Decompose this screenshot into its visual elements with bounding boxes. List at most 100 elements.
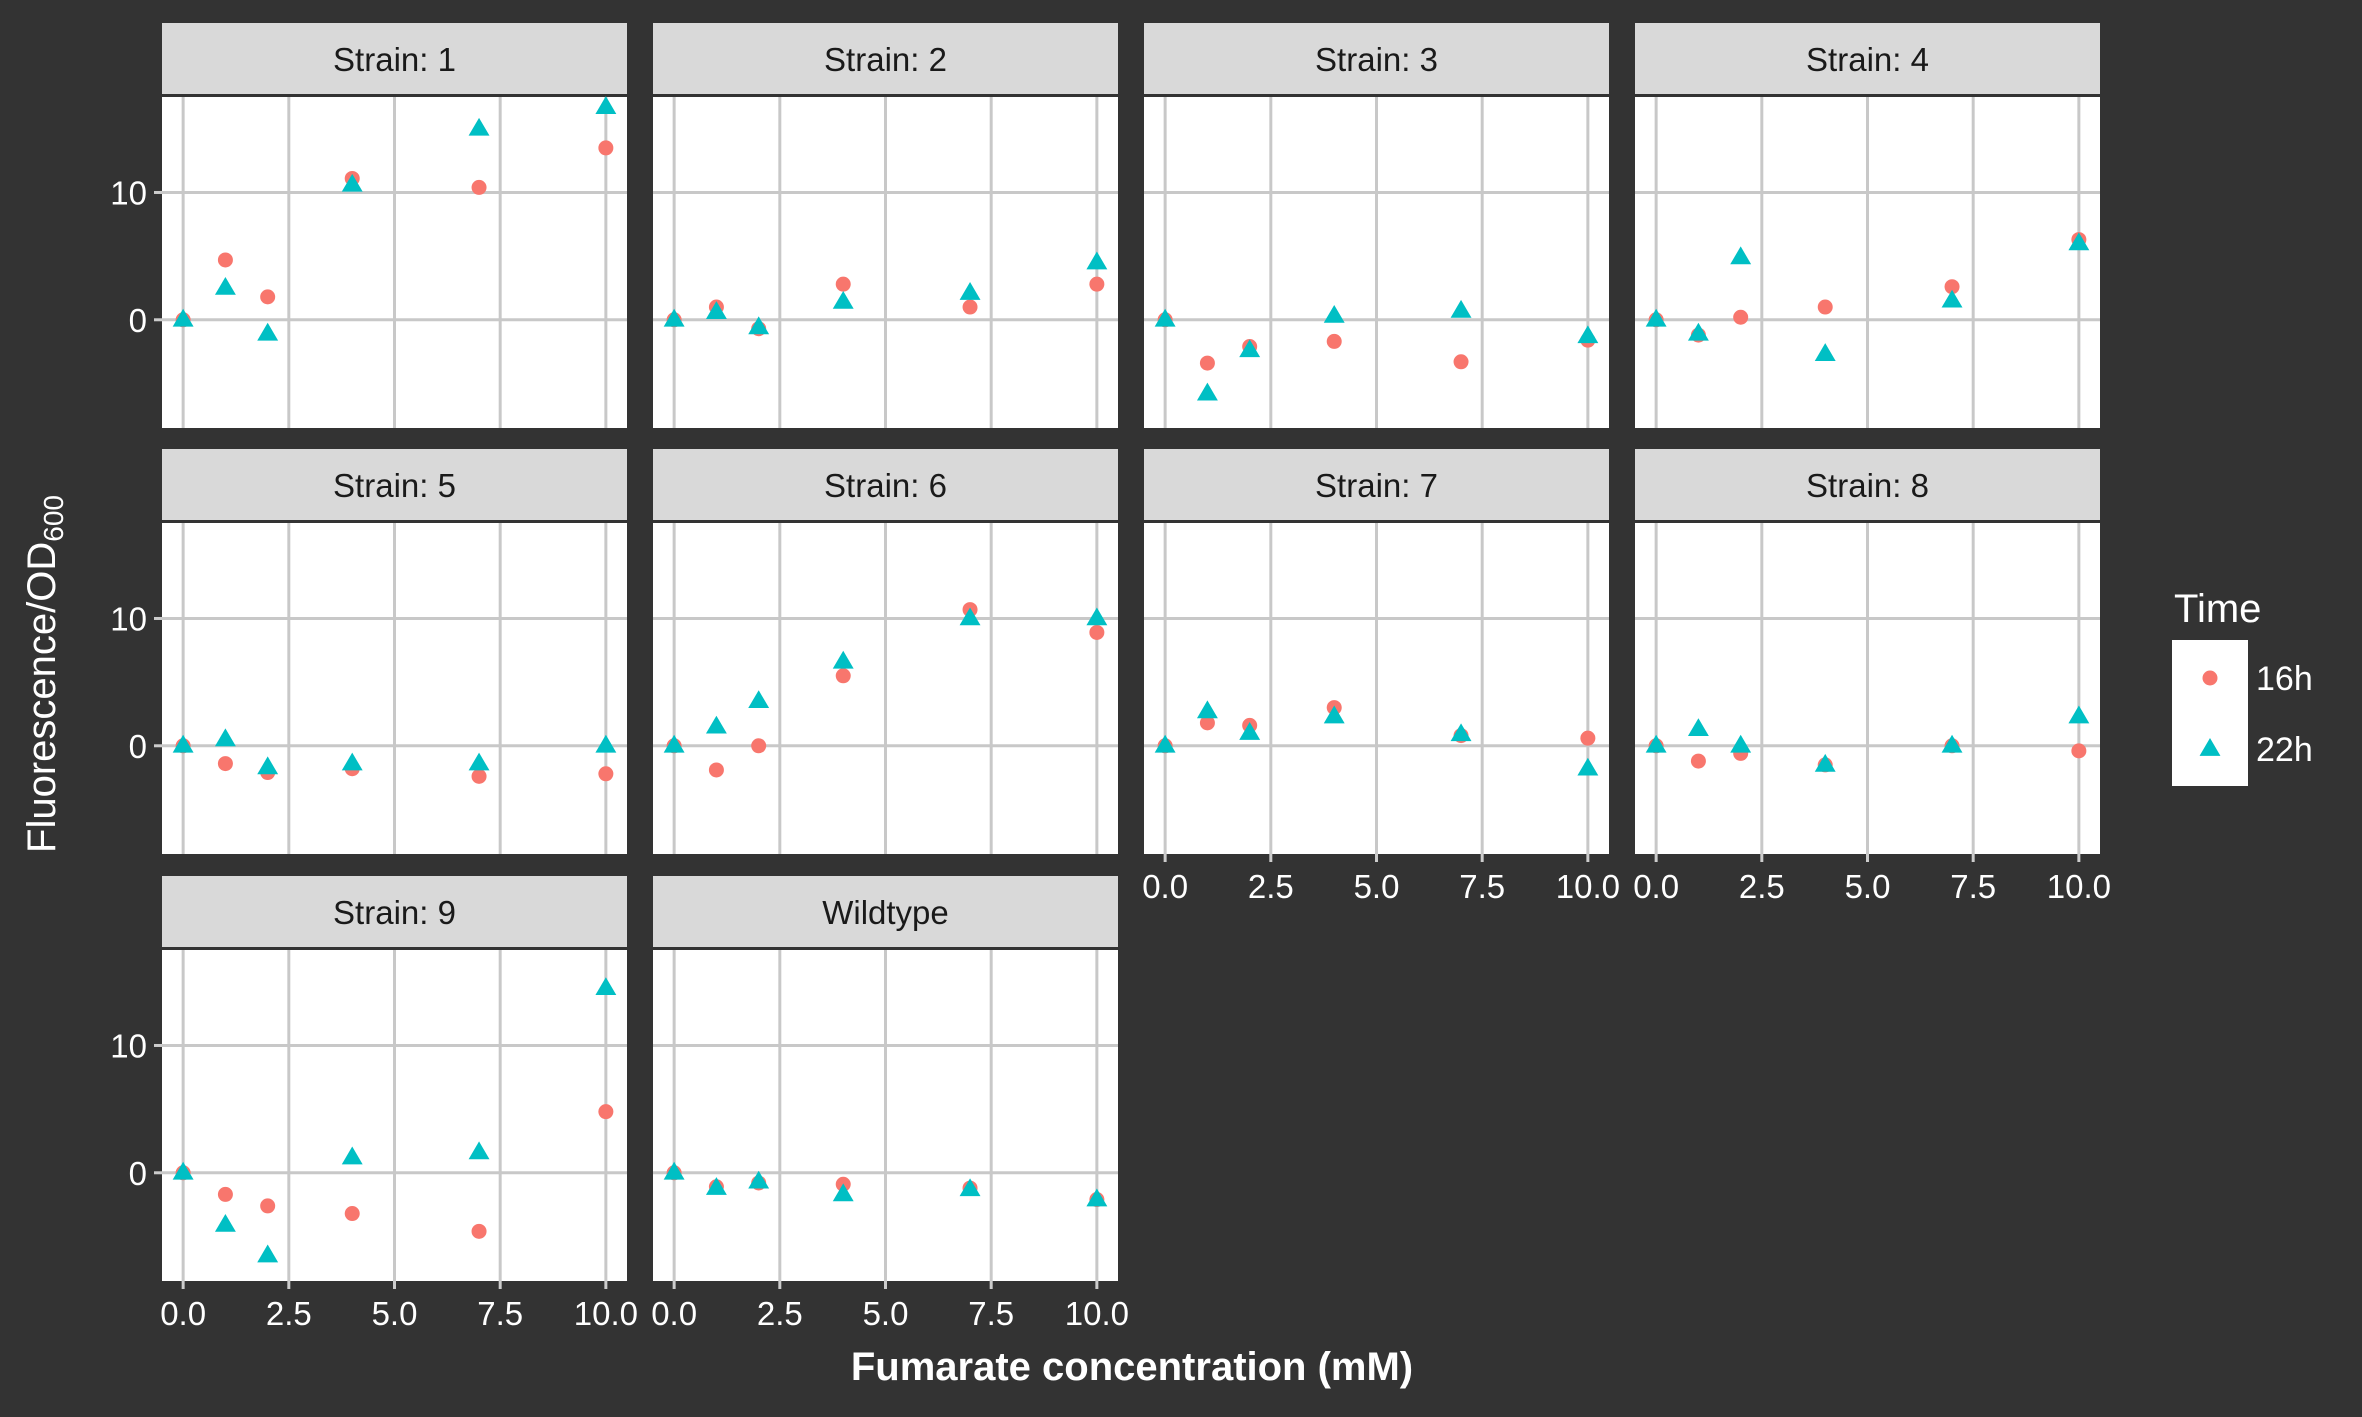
data-point-22h: [1687, 322, 1709, 341]
facet-panel: Strain: 7: [1144, 449, 1609, 854]
data-point-16h: [1580, 730, 1596, 746]
data-point-22h: [172, 308, 194, 327]
data-point-16h: [344, 1206, 360, 1222]
x-tick-label: 2.5: [1248, 868, 1294, 905]
y-tick-label: 10: [110, 174, 147, 211]
legend-label: 22h: [2256, 731, 2313, 769]
y-axes-layer: 0 10 0 10 0 10: [110, 174, 162, 1192]
data-point-22h: [1086, 251, 1108, 270]
y-tick-label: 0: [129, 728, 147, 765]
data-point-22h: [1154, 308, 1176, 327]
data-point-16h: [598, 1104, 614, 1120]
y-tick-label: 10: [110, 600, 147, 637]
data-point-22h: [1941, 734, 1963, 753]
x-tick-label: 10.0: [574, 1295, 638, 1332]
data-point-16h: [1944, 279, 1960, 295]
legend-label: 16h: [2256, 660, 2313, 698]
x-axis-title: Fumarate concentration (mM): [851, 1345, 1413, 1389]
data-point-22h: [832, 1183, 854, 1202]
legend-title: Time: [2174, 587, 2261, 631]
x-tick-label: 5.0: [1845, 868, 1891, 905]
x-tick-label: 7.5: [477, 1295, 523, 1332]
x-tick-label: 2.5: [757, 1295, 803, 1332]
data-point-22h: [832, 290, 854, 309]
data-point-22h: [959, 607, 981, 626]
facet-strip: [653, 23, 1118, 94]
data-point-22h: [595, 96, 617, 115]
facet-panel: Wildtype: [653, 876, 1118, 1281]
y-axis-title-main: Fluorescence/OD: [20, 542, 64, 853]
data-point-16h: [1199, 355, 1215, 371]
data-point-22h: [468, 752, 490, 771]
facet-panel: Strain: 3: [1144, 23, 1609, 428]
data-point-22h: [663, 1161, 685, 1180]
data-point-22h: [748, 1170, 770, 1189]
facet-strip: [162, 449, 627, 520]
data-point-22h: [341, 1146, 363, 1165]
facet-panel: Strain: 9: [162, 876, 627, 1281]
y-tick-label: 10: [110, 1027, 147, 1064]
data-point-16h: [835, 668, 851, 684]
data-point-16h: [708, 762, 724, 778]
data-point-16h: [598, 140, 614, 156]
data-point-16h: [471, 768, 487, 784]
data-point-16h: [217, 1186, 233, 1202]
x-tick-label: 10.0: [1065, 1295, 1129, 1332]
data-point-16h: [1199, 715, 1215, 731]
facet-strip-label: Wildtype: [822, 894, 949, 931]
data-point-22h: [663, 308, 685, 327]
data-point-22h: [1086, 607, 1108, 626]
data-point-22h: [832, 650, 854, 669]
data-point-22h: [1645, 734, 1667, 753]
data-point-22h: [257, 756, 279, 775]
data-point-22h: [959, 1178, 981, 1197]
data-point-22h: [1450, 723, 1472, 742]
facet-strip-label: Strain: 9: [333, 894, 456, 931]
data-point-22h: [214, 728, 236, 747]
facet-strip: [653, 876, 1118, 947]
data-point-16h: [751, 738, 767, 754]
data-point-22h: [595, 977, 617, 996]
facet-strip: [653, 449, 1118, 520]
data-point-22h: [1687, 718, 1709, 737]
facet-strip-label: Strain: 3: [1315, 41, 1438, 78]
facet-strip-label: Strain: 2: [824, 41, 947, 78]
panels-layer: Strain: 1 Strain: 2 Strain: 3 Strain: 4 Stra…: [162, 23, 2100, 1281]
data-point-22h: [257, 322, 279, 341]
legend-entries: 16h 22h: [2199, 660, 2313, 769]
x-tick-label: 7.5: [1950, 868, 1996, 905]
x-tick-label: 0.0: [1633, 868, 1679, 905]
facet-strip-label: Strain: 6: [824, 467, 947, 504]
x-axes-layer: 0.0 2.5 5.0 7.5 10.0 0.0 2.5 5.0 7.5 10.0 0.0 2.5 5.…: [160, 854, 2111, 1332]
x-tick-label: 0.0: [1142, 868, 1188, 905]
data-point-16h: [1690, 753, 1706, 769]
data-point-22h: [1323, 304, 1345, 323]
data-point-16h: [217, 252, 233, 268]
data-point-22h: [959, 282, 981, 300]
data-point-22h: [705, 1177, 727, 1195]
data-point-22h: [214, 276, 236, 295]
facet-strip-label: Strain: 1: [333, 41, 456, 78]
legend-key-16h: [2202, 670, 2218, 686]
data-point-16h: [260, 1198, 276, 1214]
data-point-22h: [748, 690, 770, 709]
facet-panel: Strain: 4: [1635, 23, 2100, 428]
data-point-16h: [1089, 624, 1105, 640]
facet-strip-label: Strain: 4: [1806, 41, 1929, 78]
data-point-16h: [1453, 354, 1469, 370]
x-tick-label: 0.0: [651, 1295, 697, 1332]
facet-strip-label: Strain: 5: [333, 467, 456, 504]
data-point-22h: [1196, 382, 1218, 401]
y-tick-label: 0: [129, 1155, 147, 1192]
facet-strip: [162, 876, 627, 947]
data-point-22h: [1577, 325, 1599, 344]
data-point-22h: [341, 752, 363, 771]
data-point-22h: [705, 301, 727, 319]
x-tick-label: 2.5: [1739, 868, 1785, 905]
x-tick-label: 5.0: [1354, 868, 1400, 905]
legend-key-22h: [2199, 738, 2221, 756]
legend-key-box: [2172, 640, 2248, 786]
data-point-22h: [1239, 722, 1261, 740]
x-tick-label: 5.0: [372, 1295, 418, 1332]
